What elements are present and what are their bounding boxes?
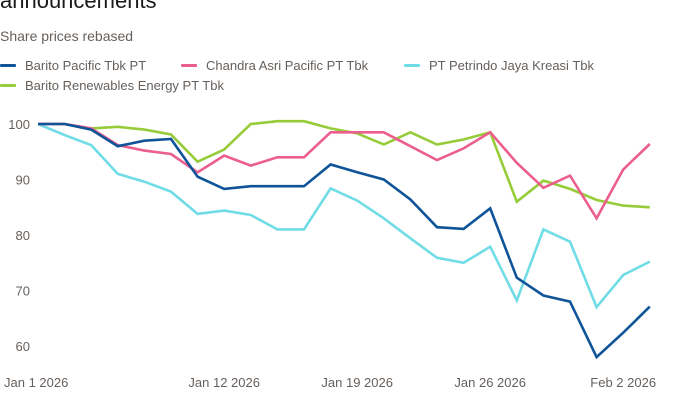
legend-label-barito-pacific: Barito Pacific Tbk PT [25, 58, 147, 73]
legend-label-barito-renewables: Barito Renewables Energy PT Tbk [25, 78, 224, 93]
series-line-barito-renewables-energy-pt-tbk [38, 119, 650, 209]
y-tick-label: 100 [8, 117, 30, 132]
legend-item-barito-pacific: Barito Pacific Tbk PT [0, 58, 146, 73]
legend-label-petrindo: PT Petrindo Jaya Kreasi Tbk [429, 58, 594, 73]
y-tick-label: 80 [16, 228, 30, 243]
series-line-barito-pacific-tbk-pt [38, 122, 651, 360]
x-tick-label: Jan 12 2026 [188, 375, 260, 390]
legend-swatch-barito-renewables [0, 84, 16, 87]
series-line-pt-petrindo-jaya-kreasi-tbk [37, 122, 651, 310]
y-tick-label: 60 [16, 339, 30, 354]
y-tick-label: 90 [16, 173, 30, 188]
legend-item-barito-renewables: Barito Renewables Energy PT Tbk [0, 78, 224, 93]
legend-swatch-petrindo [404, 64, 420, 67]
legend-swatch-chandra-asri [181, 64, 197, 67]
chart-title: announcements [0, 0, 157, 13]
legend-item-chandra-asri: Chandra Asri Pacific PT Tbk [181, 58, 368, 73]
y-axis: 100 90 80 70 60 [8, 117, 30, 354]
x-tick-label: Jan 26 2026 [454, 375, 526, 390]
x-tick-label: Jan 1 2026 [4, 375, 68, 390]
x-tick-label: Feb 2 2026 [590, 375, 656, 390]
series-line-chandra-asri-pacific-pt-tbk [38, 122, 651, 221]
legend-swatch-barito-pacific [0, 64, 16, 67]
chart-subtitle: Share prices rebased [0, 28, 134, 44]
legend-label-chandra-asri: Chandra Asri Pacific PT Tbk [206, 58, 369, 73]
y-tick-label: 70 [16, 284, 30, 299]
x-tick-label: Jan 19 2026 [321, 375, 393, 390]
series-lines [37, 119, 651, 360]
legend-item-petrindo: PT Petrindo Jaya Kreasi Tbk [404, 58, 594, 73]
x-axis: Jan 1 2026 Jan 12 2026 Jan 19 2026 Jan 26 2… [4, 375, 656, 390]
